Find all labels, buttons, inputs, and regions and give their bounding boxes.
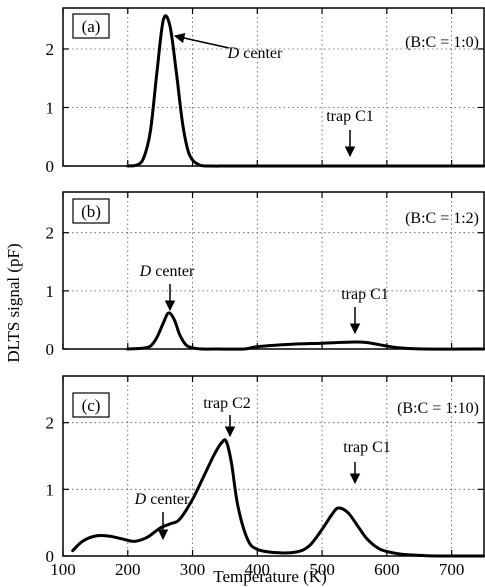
y-tick-label-0-0: 0 [46, 157, 55, 176]
annotation-label-0-0: D center [227, 45, 283, 62]
panel-frame-1 [62, 191, 485, 350]
panel-label-box-0 [72, 13, 110, 39]
y-tick-label-0-1: 1 [46, 98, 55, 117]
x-axis-label: Temperature (K) [213, 567, 327, 586]
x-tick-label-5: 600 [374, 560, 400, 579]
x-tick-label-0: 100 [50, 560, 76, 579]
x-tick-label-2: 300 [180, 560, 206, 579]
annotation-label-2-0: D center [134, 491, 190, 508]
ratio-label-2: (B:C = 1:10) [397, 400, 479, 417]
annotation-arrow-0-0 [173, 32, 230, 49]
series-line-2-0 [71, 438, 485, 558]
panel-label-0: (a) [82, 17, 101, 36]
ratio-label-0: (B:C = 1:0) [405, 34, 479, 51]
y-tick-label-0-2: 2 [46, 40, 55, 59]
panel-label-2: (c) [82, 396, 101, 415]
labels-layer: 0 1 2 (a) (B:C = 1:0) D center trap C1 0 1 2 (b) (B… [46, 13, 479, 579]
annotation-label-1-1: trap C1 [341, 286, 389, 303]
axes-layer [62, 7, 485, 557]
y-tick-label-2-1: 1 [46, 480, 55, 499]
y-axis-label: DLTS signal (pF) [4, 243, 23, 362]
panel-frame-0 [62, 7, 485, 167]
panel-label-box-1 [72, 198, 110, 224]
panel-label-box-2 [72, 392, 110, 418]
grid-layer [63, 8, 484, 556]
panel-frame-2 [62, 375, 485, 557]
x-tick-label-6: 700 [439, 560, 465, 579]
series-line-1-0 [126, 311, 485, 351]
ratio-label-1: (B:C = 1:2) [405, 210, 479, 227]
x-tick-label-1: 200 [115, 560, 141, 579]
annotation-rest-0-0: center [239, 45, 283, 62]
x-tick-label-4: 500 [309, 560, 335, 579]
annotation-italic-2-0: D [134, 491, 147, 508]
y-tick-label-1-1: 1 [46, 282, 55, 301]
y-tick-label-2-2: 2 [46, 414, 55, 433]
y-tick-label-1-2: 2 [46, 224, 55, 243]
annotation-label-0-1: trap C1 [326, 108, 374, 125]
x-tick-label-3: 400 [245, 560, 271, 579]
annotation-italic-1-0: D [139, 263, 152, 280]
y-tick-label-2-0: 0 [46, 547, 55, 566]
series-layer [71, 14, 485, 558]
annotation-italic-0-0: D [227, 45, 240, 62]
annotation-label-1-0: D center [139, 263, 195, 280]
y-tick-label-1-0: 0 [46, 340, 55, 359]
annotation-label-2-2: trap C1 [343, 439, 391, 456]
annotation-rest-2-0: center [146, 491, 190, 508]
panel-label-1: (b) [81, 202, 101, 221]
annotation-label-2-1: trap C2 [203, 395, 251, 412]
annotation-rest-1-0: center [151, 263, 195, 280]
